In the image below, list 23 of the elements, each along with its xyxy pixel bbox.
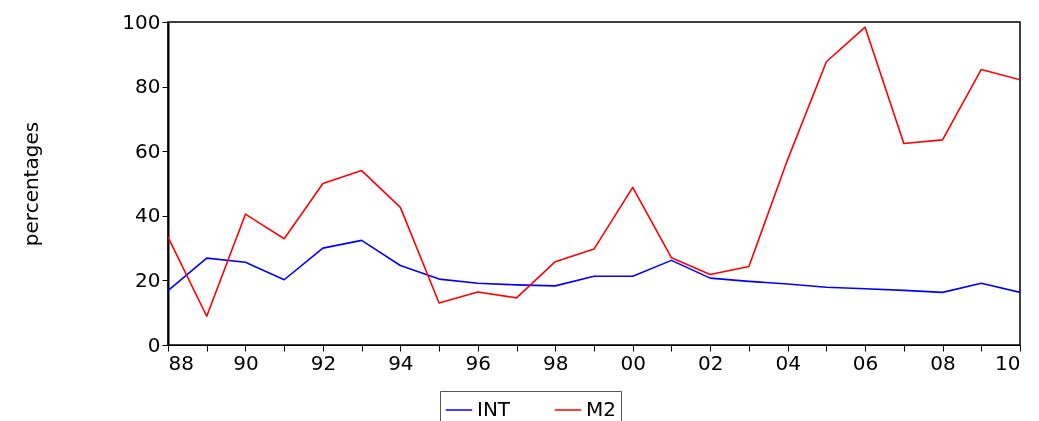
x-tick-label: 08 [930, 350, 956, 375]
y-tick-label: 60 [135, 138, 161, 163]
legend-label: M2 [586, 397, 616, 421]
y-tick-label: 100 [122, 9, 161, 34]
x-tick-label: 90 [233, 350, 259, 375]
x-tick-label: 06 [852, 350, 879, 375]
x-tick-label: 94 [388, 350, 414, 375]
x-tick-label: 00 [620, 350, 646, 375]
line-series [167, 26, 1021, 318]
x-tick-label: 04 [775, 350, 801, 375]
y-tick-label: 0 [147, 332, 161, 357]
x-tick-label: 92 [310, 350, 337, 375]
y-tick-label: 40 [135, 203, 161, 228]
y-axis-title: percentages [19, 121, 44, 247]
legend-label: INT [477, 397, 511, 421]
x-tick-label: 88 [168, 350, 194, 375]
x-tick-label: 96 [465, 350, 492, 375]
line-series [167, 239, 1021, 294]
x-tick-label: 10 [995, 350, 1021, 375]
x-tick-label: 98 [543, 350, 569, 375]
x-tick-label: 02 [697, 350, 724, 375]
y-tick-label: 20 [135, 267, 161, 292]
y-tick-label: 80 [135, 74, 161, 99]
